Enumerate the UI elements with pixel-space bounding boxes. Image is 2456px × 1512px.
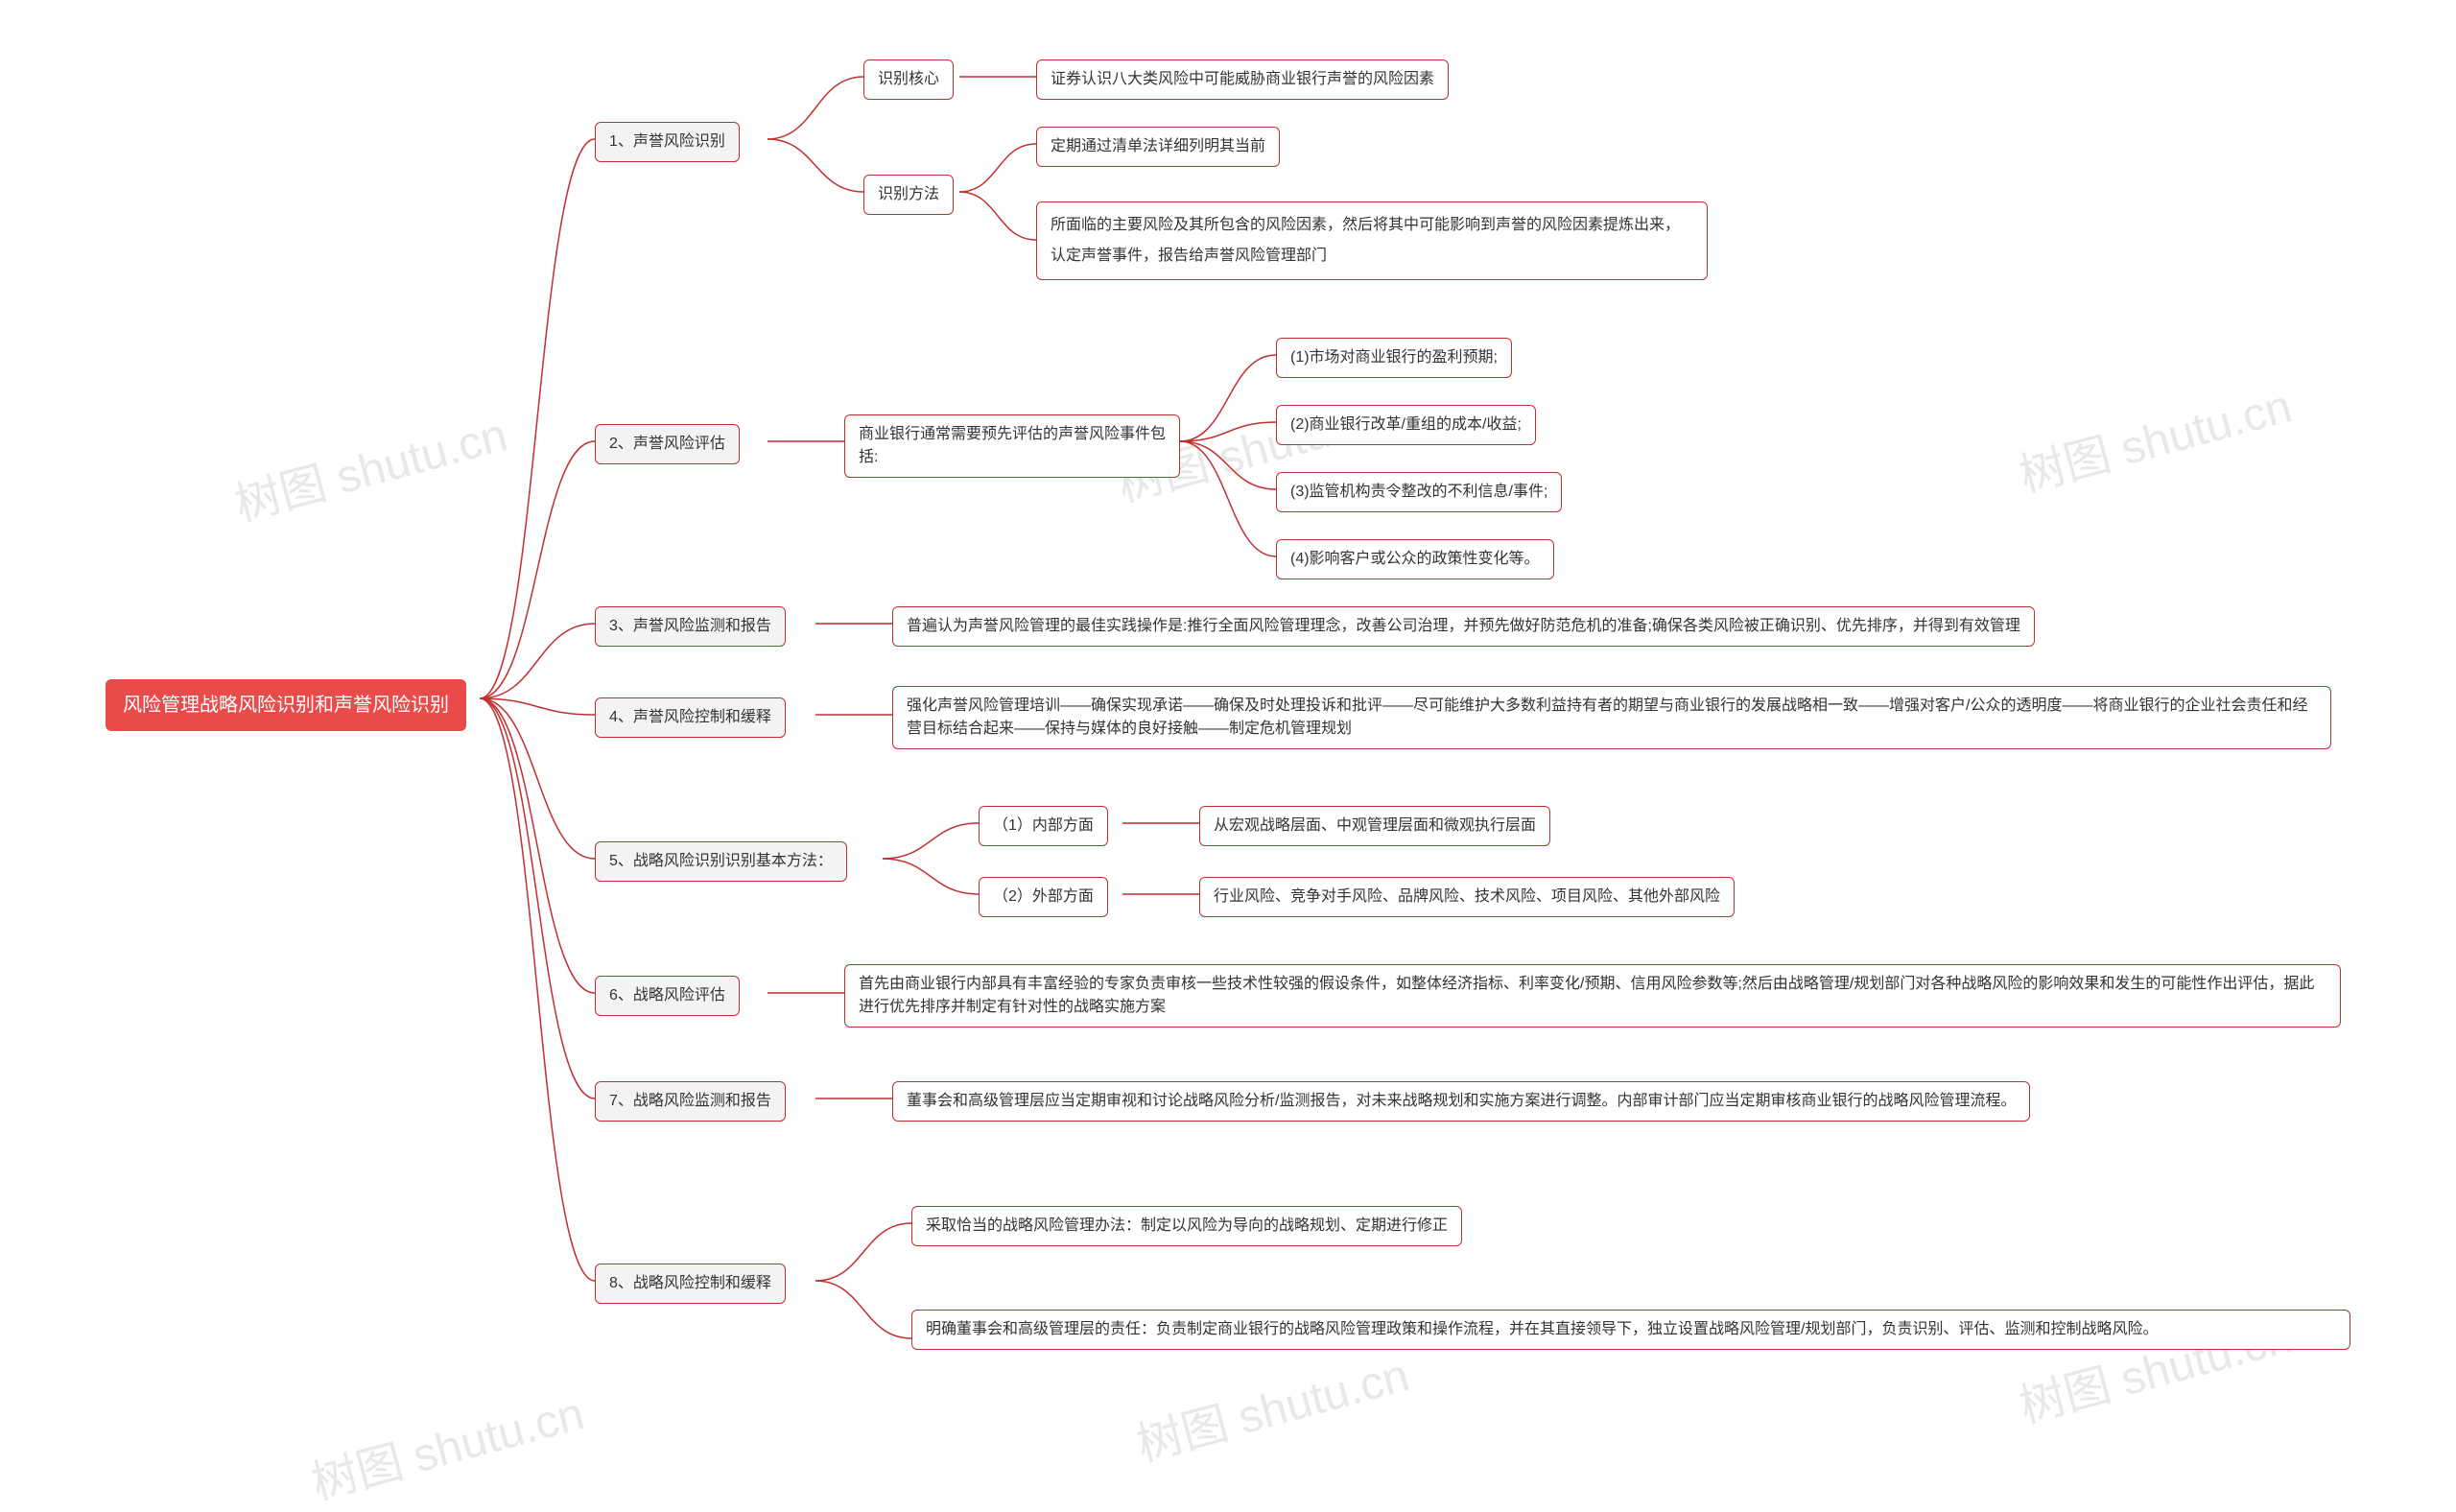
branch-5[interactable]: 5、战略风险识别识别基本方法： xyxy=(595,841,847,882)
branch-6[interactable]: 6、战略风险评估 xyxy=(595,976,740,1016)
watermark: 树图 shutu.cn xyxy=(1128,1337,1415,1475)
branch-4[interactable]: 4、声誉风险控制和缓释 xyxy=(595,697,786,738)
branch-1-child-0-leaf: 证券认识八大类风险中可能威胁商业银行声誉的风险因素 xyxy=(1036,59,1449,100)
branch-2-child-0[interactable]: 商业银行通常需要预先评估的声誉风险事件包括: xyxy=(844,414,1180,478)
branch-5-child-1[interactable]: （2）外部方面 xyxy=(979,877,1108,917)
branch-2[interactable]: 2、声誉风险评估 xyxy=(595,424,740,464)
watermark: 树图 shutu.cn xyxy=(226,397,513,534)
root-node[interactable]: 风险管理战略风险识别和声誉风险识别 xyxy=(106,679,466,731)
branch-5-child-0-leaf: 从宏观战略层面、中观管理层面和微观执行层面 xyxy=(1199,806,1550,846)
branch-7-leaf: 董事会和高级管理层应当定期审视和讨论战略风险分析/监测报告，对未来战略规划和实施… xyxy=(892,1081,2030,1122)
branch-6-leaf: 首先由商业银行内部具有丰富经验的专家负责审核一些技术性较强的假设条件，如整体经济… xyxy=(844,964,2341,1028)
branch-8-leaf-0: 采取恰当的战略风险管理办法：制定以风险为导向的战略规划、定期进行修正 xyxy=(911,1206,1462,1246)
branch-2-item-4: (4)影响客户或公众的政策性变化等。 xyxy=(1276,539,1554,579)
watermark: 树图 shutu.cn xyxy=(303,1376,590,1512)
branch-2-item-1: (1)市场对商业银行的盈利预期; xyxy=(1276,338,1512,378)
branch-1-child-1-leaf-0: 定期通过清单法详细列明其当前 xyxy=(1036,127,1280,167)
branch-1-child-1-leaf-1: 所面临的主要风险及其所包含的风险因素，然后将其中可能影响到声誉的风险因素提炼出来… xyxy=(1036,201,1708,280)
branch-1-child-1[interactable]: 识别方法 xyxy=(863,175,954,215)
branch-2-item-2: (2)商业银行改革/重组的成本/收益; xyxy=(1276,405,1536,445)
branch-3-leaf: 普遍认为声誉风险管理的最佳实践操作是:推行全面风险管理理念，改善公司治理，并预先… xyxy=(892,606,2035,647)
branch-2-item-3: (3)监管机构责令整改的不利信息/事件; xyxy=(1276,472,1562,512)
branch-7[interactable]: 7、战略风险监测和报告 xyxy=(595,1081,786,1122)
branch-5-child-0[interactable]: （1）内部方面 xyxy=(979,806,1108,846)
branch-1[interactable]: 1、声誉风险识别 xyxy=(595,122,740,162)
watermark: 树图 shutu.cn xyxy=(2011,368,2298,506)
branch-3[interactable]: 3、声誉风险监测和报告 xyxy=(595,606,786,647)
branch-1-child-0[interactable]: 识别核心 xyxy=(863,59,954,100)
branch-8[interactable]: 8、战略风险控制和缓释 xyxy=(595,1264,786,1304)
branch-5-child-1-leaf: 行业风险、竞争对手风险、品牌风险、技术风险、项目风险、其他外部风险 xyxy=(1199,877,1735,917)
branch-4-leaf: 强化声誉风险管理培训——确保实现承诺——确保及时处理投诉和批评——尽可能维护大多… xyxy=(892,686,2331,749)
branch-8-leaf-1: 明确董事会和高级管理层的责任：负责制定商业银行的战略风险管理政策和操作流程，并在… xyxy=(911,1310,2350,1350)
